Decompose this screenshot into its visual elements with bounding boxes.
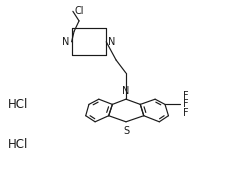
Text: Cl: Cl xyxy=(75,6,84,16)
Text: F: F xyxy=(183,91,188,101)
Text: F: F xyxy=(183,108,188,118)
Text: N: N xyxy=(108,37,116,47)
Text: N: N xyxy=(62,37,70,47)
Text: HCl: HCl xyxy=(7,98,28,111)
Text: S: S xyxy=(123,126,129,136)
Text: F: F xyxy=(183,99,188,109)
Text: N: N xyxy=(122,86,130,96)
Text: HCl: HCl xyxy=(7,138,28,151)
